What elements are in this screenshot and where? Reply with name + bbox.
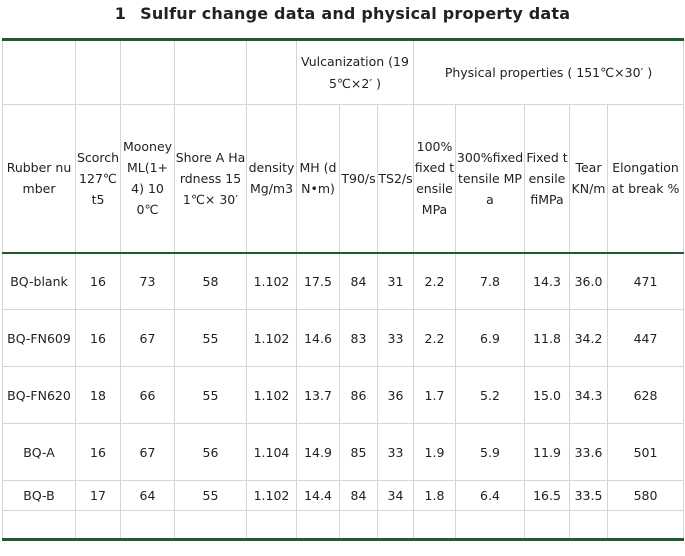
column-header: Fixed tensile fiMPa: [524, 104, 570, 253]
group-header-blank: [246, 38, 297, 105]
column-header: Tear KN/m: [569, 104, 608, 253]
table-cell: 31: [377, 251, 414, 310]
group-header-blank: [120, 38, 175, 105]
table-cell: 580: [606, 480, 685, 511]
table-cell: 73: [120, 251, 175, 310]
property-table: Vulcanization (195℃×2′ ) Physical proper…: [2, 38, 685, 541]
table-cell: 1.7: [413, 366, 456, 424]
table-row: BQ-FN620 18 66 55 1.102 13.7 86 36 1.7 5…: [2, 366, 685, 424]
table-row: BQ-blank 16 73 58 1.102 17.5 84 31 2.2 7…: [2, 251, 685, 310]
table-cell: 86: [339, 366, 378, 424]
table-cell: 1.8: [413, 480, 456, 511]
table-cell: 5.2: [455, 366, 525, 424]
table-row: BQ-FN609 16 67 55 1.102 14.6 83 33 2.2 6…: [2, 309, 685, 367]
table-cell: 14.4: [296, 480, 340, 511]
table-cell: 2.2: [413, 251, 456, 310]
table-cell: 67: [120, 423, 175, 481]
table-cell: 16: [75, 251, 121, 310]
table-cell: 84: [339, 480, 378, 511]
column-header: Mooney ML(1+4) 100℃: [120, 104, 175, 253]
table-row: BQ-B 17 64 55 1.102 14.4 84 34 1.8 6.4 1…: [2, 480, 685, 511]
table-row: BQ-A 16 67 56 1.104 14.9 85 33 1.9 5.9 1…: [2, 423, 685, 481]
table-cell: 13.7: [296, 366, 340, 424]
column-header: density Mg/m3: [246, 104, 297, 253]
group-header-physical: Physical properties ( 151℃×30′ ): [412, 38, 685, 105]
table-cell: 1.102: [246, 309, 297, 367]
table-title-text: Sulfur change data and physical property…: [140, 4, 571, 23]
table-cell: 83: [339, 309, 378, 367]
column-header: MH (dN•m): [296, 104, 340, 253]
table-cell: 84: [339, 251, 378, 310]
table-cell: 67: [120, 309, 175, 367]
column-header: Scorch 127℃ t5: [75, 104, 121, 253]
table-cell: 7.8: [455, 251, 525, 310]
table-cell: 16: [75, 423, 121, 481]
group-header-vulcanization: Vulcanization (195℃×2′ ): [296, 38, 414, 105]
table-cell: 85: [339, 423, 378, 481]
table-cell: 33: [377, 423, 414, 481]
table-cell: 628: [606, 366, 685, 424]
table-cell: 14.6: [296, 309, 340, 367]
table-cell: 6.9: [455, 309, 525, 367]
table-cell: 55: [174, 480, 247, 511]
cell-rubber-number: BQ-FN609: [2, 309, 76, 367]
table-cell: 16: [75, 309, 121, 367]
group-header-row: Vulcanization (195℃×2′ ) Physical proper…: [2, 38, 685, 105]
column-header: 300%fixed tensile MPa: [455, 104, 525, 253]
table-cell: 55: [174, 366, 247, 424]
table-cell: 1.104: [246, 423, 297, 481]
group-header-blank: [75, 38, 121, 105]
column-header: TS2/s: [377, 104, 414, 253]
table-cell: 11.9: [524, 423, 570, 481]
table-cell: 14.3: [524, 251, 570, 310]
column-header: Shore A Hardness 151℃× 30′: [174, 104, 247, 253]
column-header: Rubber number: [2, 104, 76, 253]
table-cell: 6.4: [455, 480, 525, 511]
table-cell: 17.5: [296, 251, 340, 310]
table-title: 1 Sulfur change data and physical propert…: [0, 4, 685, 23]
cell-rubber-number: BQ-FN620: [2, 366, 76, 424]
table-cell: 33.5: [569, 480, 608, 511]
cell-rubber-number: BQ-A: [2, 423, 76, 481]
column-header-row: Rubber number Scorch 127℃ t5 Mooney ML(1…: [2, 104, 685, 253]
table-cell: 33.6: [569, 423, 608, 481]
table-cell: 34.3: [569, 366, 608, 424]
column-header: 100% fixed tensile MPa: [413, 104, 456, 253]
table-cell: 66: [120, 366, 175, 424]
table-cell: 64: [120, 480, 175, 511]
group-header-blank: [2, 38, 76, 105]
table-cell: 11.8: [524, 309, 570, 367]
table-cell: 2.2: [413, 309, 456, 367]
table-cell: 34.2: [569, 309, 608, 367]
table-cell: 36.0: [569, 251, 608, 310]
empty-row: [2, 510, 685, 541]
table-cell: 56: [174, 423, 247, 481]
table-cell: 1.102: [246, 251, 297, 310]
table-cell: 1.9: [413, 423, 456, 481]
table-number: 1: [114, 4, 127, 23]
table-cell: 15.0: [524, 366, 570, 424]
table-cell: 18: [75, 366, 121, 424]
table-cell: 447: [606, 309, 685, 367]
table-cell: 471: [606, 251, 685, 310]
table-cell: 16.5: [524, 480, 570, 511]
table-cell: 17: [75, 480, 121, 511]
table-cell: 33: [377, 309, 414, 367]
table-cell: 1.102: [246, 366, 297, 424]
column-header: T90/s: [339, 104, 378, 253]
table-cell: 34: [377, 480, 414, 511]
table-cell: 14.9: [296, 423, 340, 481]
cell-rubber-number: BQ-blank: [2, 251, 76, 310]
cell-rubber-number: BQ-B: [2, 480, 76, 511]
table-cell: 55: [174, 309, 247, 367]
table-cell: 36: [377, 366, 414, 424]
table-cell: 1.102: [246, 480, 297, 511]
group-header-blank: [174, 38, 247, 105]
column-header: Elongation at break %: [606, 104, 685, 253]
table-cell: 58: [174, 251, 247, 310]
table-cell: 501: [606, 423, 685, 481]
table-cell: 5.9: [455, 423, 525, 481]
